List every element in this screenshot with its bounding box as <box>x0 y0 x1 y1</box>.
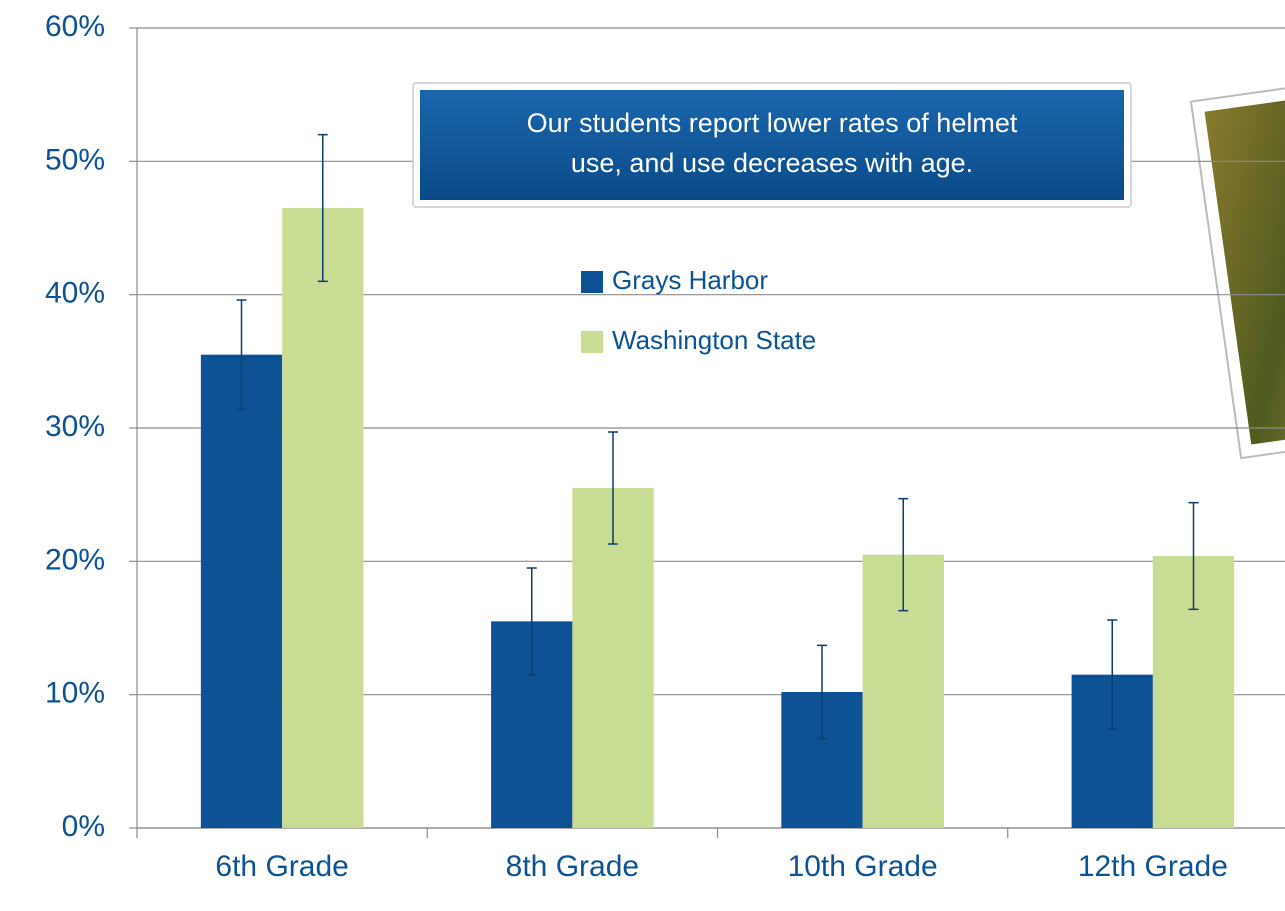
error-bar <box>608 431 619 545</box>
legend-swatch <box>581 331 603 353</box>
y-tick-label: 10% <box>45 677 105 710</box>
error-bar <box>1188 501 1199 611</box>
x-tick-label: 6th Grade <box>215 850 348 883</box>
error-bar <box>236 299 247 411</box>
photo-image <box>1204 92 1285 445</box>
y-tick-label: 60% <box>45 10 105 43</box>
x-tick-label: 12th Grade <box>1078 850 1228 883</box>
y-tick-label: 40% <box>45 277 105 310</box>
y-tick-label: 0% <box>62 810 105 843</box>
annotation-text: Our students report lower rates of helme… <box>527 108 1018 138</box>
legend-label: Grays Harbor <box>612 265 768 295</box>
y-tick-label: 30% <box>45 410 105 443</box>
legend-swatch <box>581 271 603 293</box>
error-bar <box>816 644 827 740</box>
legend-label: Washington State <box>612 325 816 355</box>
bar <box>200 354 283 828</box>
error-bar <box>898 497 909 612</box>
annotation-box <box>420 90 1124 200</box>
error-bar <box>526 567 537 676</box>
y-tick-label: 20% <box>45 543 105 576</box>
y-tick-label: 50% <box>45 143 105 176</box>
error-bar <box>1107 619 1118 731</box>
x-tick-label: 8th Grade <box>506 850 639 883</box>
x-tick-label: 10th Grade <box>788 850 938 883</box>
bar <box>282 208 364 828</box>
error-bar <box>317 133 328 283</box>
photo <box>1189 78 1285 460</box>
annotation-text: use, and use decreases with age. <box>571 148 973 178</box>
